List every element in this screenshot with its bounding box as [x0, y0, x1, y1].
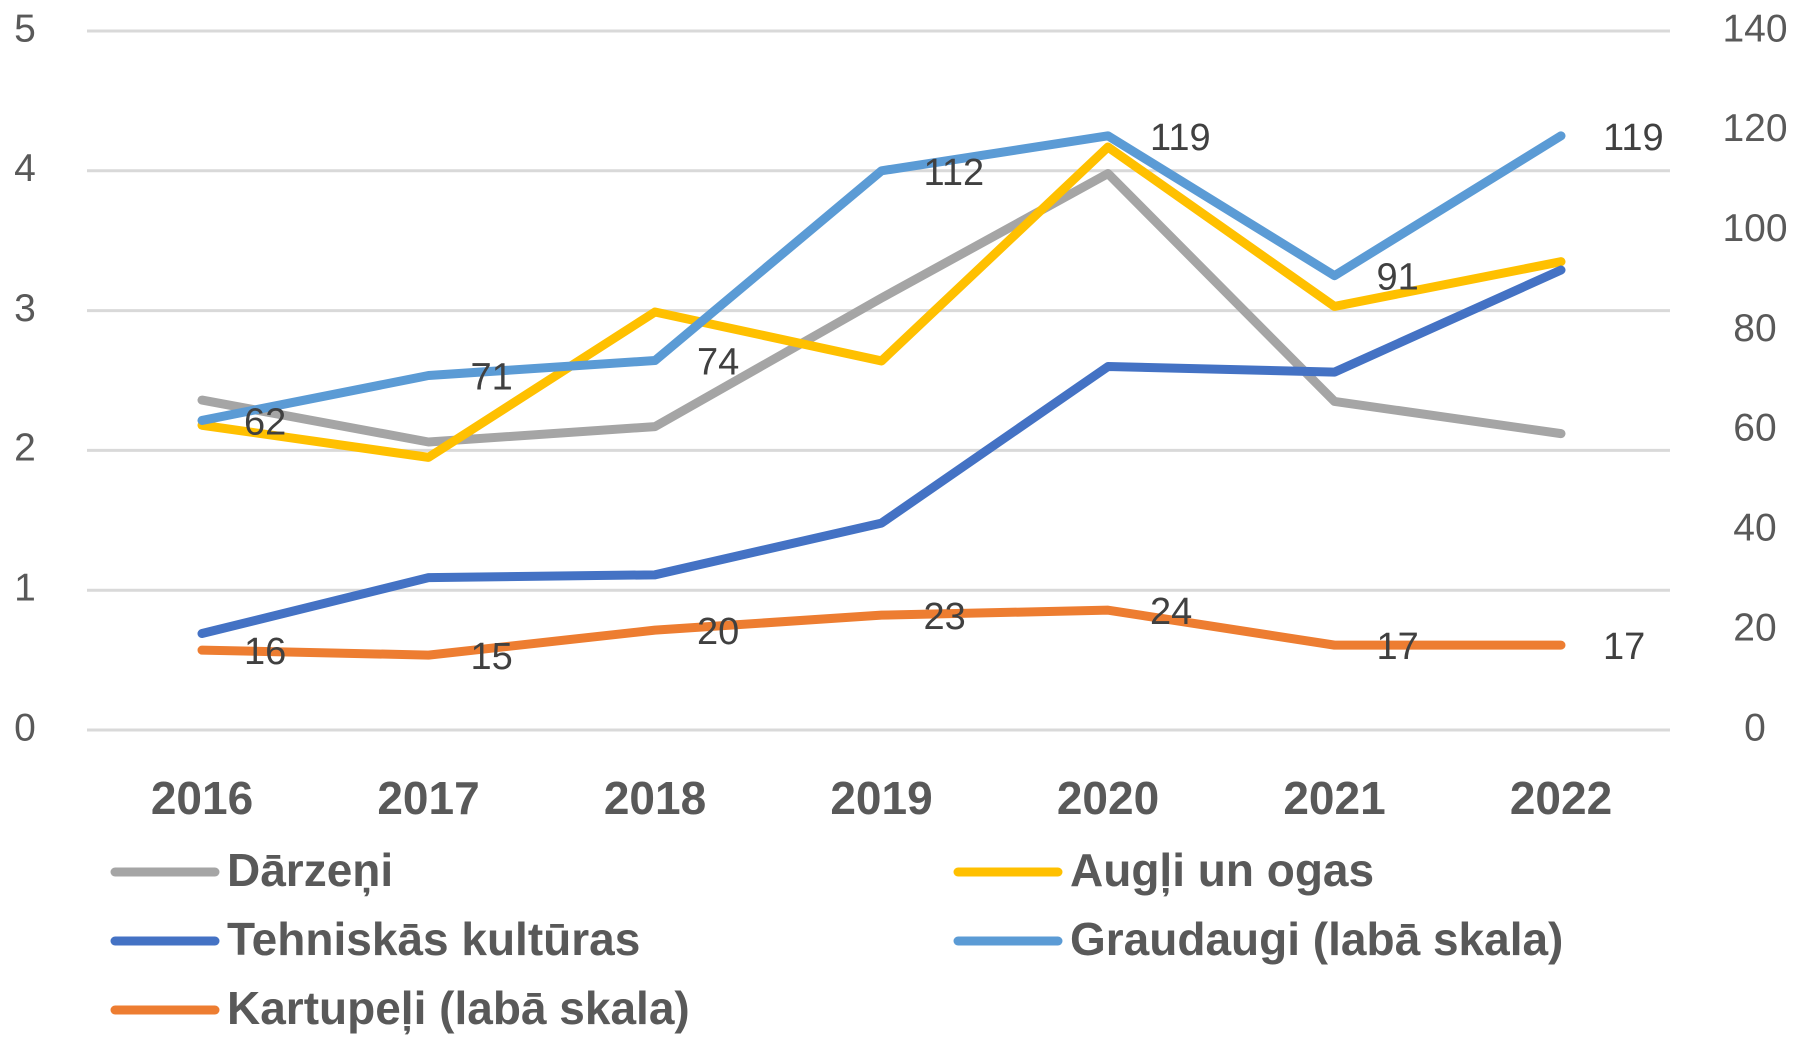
y-tick-label: 1 [14, 566, 36, 609]
y-tick-label: 2 [14, 427, 36, 470]
data-label: 24 [1150, 591, 1192, 633]
y2-tick-label: 40 [1733, 507, 1776, 550]
y2-tick-label: 100 [1722, 207, 1787, 250]
data-label: 17 [1377, 626, 1419, 668]
data-label: 112 [924, 152, 985, 194]
data-label: 71 [471, 357, 513, 399]
series-line [197, 142, 1566, 462]
y2-tick-label: 120 [1722, 107, 1787, 150]
x-tick-label: 2018 [604, 772, 706, 824]
y2-tick-label: 140 [1722, 7, 1787, 50]
y2-tick-label: 0 [1744, 706, 1766, 749]
x-tick-label: 2021 [1283, 772, 1385, 824]
legend-label: Kartupeļi (labā skala) [227, 982, 690, 1035]
x-tick-label: 2019 [830, 772, 932, 824]
data-label: 16 [244, 631, 286, 673]
y-tick-label: 5 [14, 7, 36, 50]
legend-label: Tehniskās kultūras [227, 913, 640, 965]
series-line [197, 131, 1566, 425]
data-label: 74 [697, 342, 739, 384]
data-label: 119 [1603, 117, 1664, 159]
legend-label: Dārzeņi [227, 844, 393, 897]
y-tick-label: 3 [14, 287, 36, 330]
x-tick-label: 2022 [1510, 772, 1612, 824]
x-tick-label: 2020 [1057, 772, 1159, 824]
data-label: 91 [1377, 257, 1419, 299]
data-label: 23 [924, 596, 966, 638]
data-label: 119 [1150, 117, 1211, 159]
data-label: 20 [697, 611, 739, 653]
legend-label: Graudaugi (labā skala) [1070, 913, 1563, 965]
x-tick-label: 2016 [151, 772, 253, 824]
series-line [197, 265, 1566, 639]
y2-tick-label: 60 [1733, 407, 1776, 450]
data-label: 15 [471, 636, 513, 678]
y-tick-label: 0 [14, 706, 36, 749]
y2-tick-label: 20 [1733, 606, 1776, 649]
series-line [197, 169, 1566, 447]
y-tick-label: 4 [14, 147, 36, 190]
y2-tick-label: 80 [1733, 307, 1776, 350]
x-tick-label: 2017 [377, 772, 479, 824]
data-label: 17 [1603, 626, 1645, 668]
data-label: 62 [244, 401, 286, 443]
series-line [197, 605, 1566, 660]
legend-label: Augļi un ogas [1070, 844, 1374, 897]
